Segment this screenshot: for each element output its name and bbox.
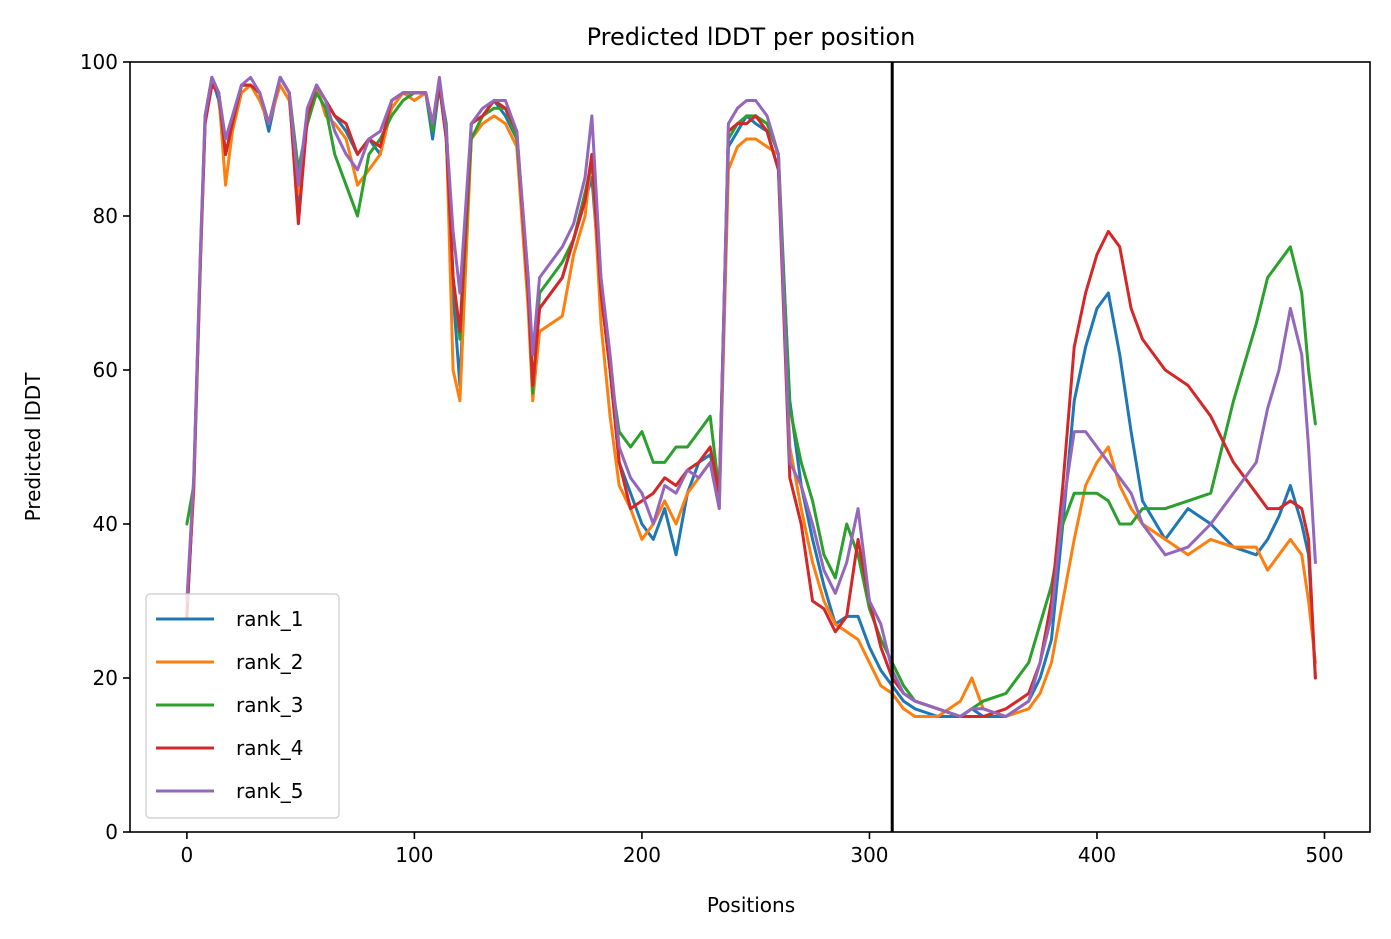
x-tick-label: 300 <box>850 843 888 867</box>
legend-label-rank-3: rank_3 <box>236 693 303 717</box>
x-axis-label: Positions <box>707 893 795 917</box>
plot-frame <box>129 61 1371 833</box>
y-axis-label: Predicted lDDT <box>21 372 45 522</box>
y-tick-label: 60 <box>93 358 118 382</box>
y-tick-label: 20 <box>93 666 118 690</box>
series-line-rank-5 <box>185 75 1317 718</box>
x-axis-ticks: 0 100 200 300 400 500 <box>181 832 1344 867</box>
y-tick-label: 100 <box>80 50 118 74</box>
legend-label-rank-2: rank_2 <box>236 650 303 674</box>
y-tick-label: 40 <box>93 512 118 536</box>
y-tick-label: 0 <box>105 820 118 844</box>
legend: rank_1 rank_2 rank_3 rank_4 rank_5 <box>145 593 340 819</box>
x-tick-label: 400 <box>1078 843 1116 867</box>
y-axis-ticks: 0 20 40 60 80 100 <box>80 50 130 844</box>
plot-area <box>129 61 1371 833</box>
series-line-rank-2 <box>185 75 1317 718</box>
legend-label-rank-1: rank_1 <box>236 607 303 631</box>
series-lines <box>185 75 1317 718</box>
x-tick-label: 100 <box>395 843 433 867</box>
legend-label-rank-5: rank_5 <box>236 779 303 803</box>
legend-box <box>145 593 340 819</box>
x-tick-label: 200 <box>623 843 661 867</box>
y-tick-label: 80 <box>93 204 118 228</box>
x-tick-label: 0 <box>181 843 194 867</box>
legend-label-rank-4: rank_4 <box>236 736 303 760</box>
chart-title: Predicted lDDT per position <box>587 23 916 51</box>
x-tick-label: 500 <box>1305 843 1343 867</box>
series-line-rank-3 <box>185 75 1317 718</box>
